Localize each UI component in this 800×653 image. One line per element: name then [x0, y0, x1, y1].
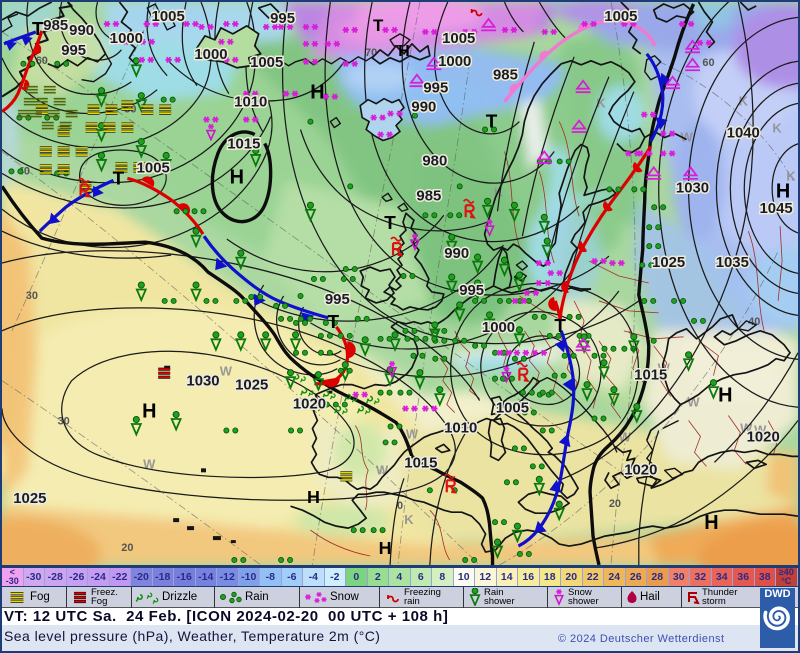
svg-text:20: 20	[121, 542, 133, 554]
svg-text:W: W	[406, 426, 419, 441]
svg-text:40: 40	[748, 316, 760, 328]
svg-text:1000: 1000	[194, 46, 227, 63]
svg-text:0: 0	[397, 500, 403, 512]
svg-text:1030: 1030	[186, 373, 219, 390]
svg-text:1005: 1005	[137, 159, 170, 176]
svg-text:W: W	[754, 422, 767, 437]
svg-text:W: W	[680, 129, 693, 144]
svg-text:T: T	[113, 168, 125, 189]
svg-text:990: 990	[411, 99, 436, 116]
svg-text:1000: 1000	[482, 319, 515, 336]
svg-text:T: T	[328, 312, 340, 333]
svg-text:1025: 1025	[652, 254, 685, 271]
svg-text:1020: 1020	[293, 396, 326, 413]
svg-text:1005: 1005	[442, 30, 475, 47]
svg-text:1025: 1025	[235, 377, 268, 394]
svg-text:T: T	[384, 213, 396, 234]
svg-text:K: K	[404, 512, 414, 527]
svg-text:H: H	[379, 538, 392, 558]
svg-text:1015: 1015	[634, 367, 667, 384]
svg-text:980: 980	[422, 152, 447, 169]
svg-text:W: W	[220, 364, 233, 379]
svg-text:K: K	[786, 168, 796, 183]
svg-text:1015: 1015	[227, 135, 260, 152]
svg-text:1000: 1000	[438, 53, 471, 70]
svg-text:1015: 1015	[404, 454, 437, 471]
svg-text:H: H	[230, 166, 244, 188]
svg-text:1025: 1025	[13, 490, 46, 507]
svg-text:1000: 1000	[110, 30, 143, 47]
svg-text:W: W	[658, 361, 671, 376]
svg-text:40: 40	[18, 165, 30, 177]
svg-text:H: H	[142, 401, 156, 423]
svg-text:1035: 1035	[716, 254, 749, 271]
svg-text:T: T	[554, 316, 566, 337]
svg-text:995: 995	[459, 282, 484, 299]
svg-text:995: 995	[325, 291, 350, 308]
svg-text:1020: 1020	[624, 461, 657, 478]
svg-text:H: H	[776, 180, 790, 202]
svg-text:990: 990	[444, 245, 469, 262]
svg-text:K: K	[772, 121, 782, 136]
svg-text:1030: 1030	[676, 179, 709, 196]
svg-text:1040: 1040	[727, 125, 760, 142]
svg-text:995: 995	[61, 42, 86, 59]
svg-text:H: H	[398, 43, 409, 60]
svg-text:K: K	[596, 96, 606, 111]
svg-text:H: H	[718, 385, 732, 407]
svg-text:1020: 1020	[747, 428, 780, 445]
svg-text:H: H	[310, 82, 324, 104]
svg-text:1005: 1005	[152, 8, 185, 25]
svg-text:1010: 1010	[444, 419, 477, 436]
svg-text:1005: 1005	[250, 54, 283, 71]
svg-text:K: K	[739, 94, 749, 109]
svg-text:1045: 1045	[760, 200, 793, 217]
svg-text:985: 985	[416, 187, 441, 204]
svg-text:60: 60	[702, 57, 714, 69]
svg-text:1005: 1005	[604, 8, 637, 25]
svg-text:1010: 1010	[234, 94, 267, 111]
svg-text:T: T	[32, 19, 44, 40]
svg-text:985: 985	[43, 17, 68, 34]
svg-text:995: 995	[270, 10, 295, 27]
svg-text:H: H	[307, 487, 320, 507]
svg-text:H: H	[704, 512, 718, 534]
svg-text:W: W	[143, 456, 156, 471]
svg-text:990: 990	[69, 22, 94, 39]
svg-text:T: T	[373, 16, 384, 35]
svg-text:20: 20	[609, 498, 621, 510]
svg-text:W: W	[376, 462, 389, 477]
svg-text:1005: 1005	[496, 400, 529, 417]
svg-text:995: 995	[423, 80, 448, 97]
svg-text:985: 985	[493, 67, 518, 84]
svg-text:T: T	[486, 112, 498, 133]
svg-text:W: W	[687, 395, 700, 410]
svg-text:30: 30	[26, 290, 38, 302]
